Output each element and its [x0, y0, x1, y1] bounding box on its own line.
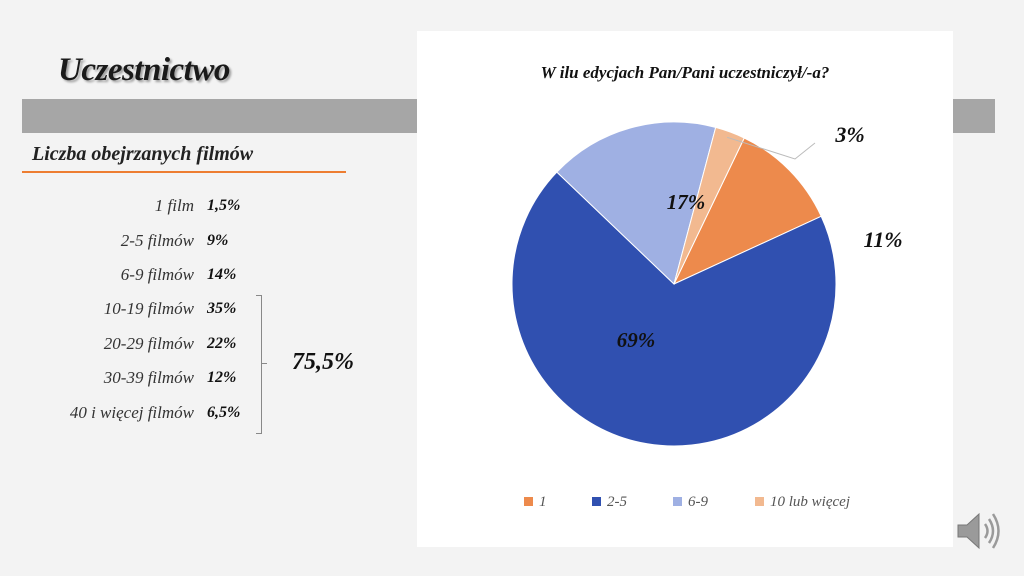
film-count-row: 1 film 1,5% [0, 196, 260, 222]
film-count-row: 10-19 filmów 35% [0, 299, 260, 325]
film-count-label: 1 film [154, 196, 194, 215]
film-count-row: 2-5 filmów 9% [0, 231, 260, 257]
pie-chart: 11% 69% 17% 3% 1 2-5 6-9 10 lub więcej [511, 121, 903, 510]
heading-underline [22, 171, 346, 173]
pie-data-label: 17% [667, 190, 706, 214]
film-count-value: 9% [207, 232, 229, 249]
legend-label: 6-9 [688, 494, 708, 510]
film-count-value: 1,5% [207, 197, 241, 214]
pie-data-label: 69% [617, 328, 656, 352]
film-count-row: 30-39 filmów 12% [0, 368, 260, 394]
film-count-label: 6-9 filmów [120, 265, 194, 284]
film-count-row: 20-29 filmów 22% [0, 334, 260, 360]
legend-label: 2-5 [607, 494, 627, 510]
film-count-label: 40 i więcej filmów [69, 403, 194, 422]
pie-slice [672, 137, 822, 286]
speaker-icon[interactable] [954, 508, 1004, 554]
legend-label: 1 [539, 494, 547, 510]
film-count-label: 10-19 filmów [103, 299, 194, 318]
film-count-value: 14% [207, 266, 237, 283]
film-count-value: 12% [207, 369, 237, 386]
leader-line [726, 136, 816, 160]
legend-swatch [673, 497, 682, 506]
film-count-label: 2-5 filmów [120, 231, 194, 250]
film-count-value: 6,5% [207, 404, 241, 421]
film-count-value: 22% [207, 335, 237, 352]
grouping-bracket-tick [261, 363, 267, 364]
pie-slice [556, 121, 717, 285]
section-heading: Liczba obejrzanych filmów [32, 143, 254, 165]
film-count-label: 20-29 filmów [103, 334, 194, 353]
legend-label: 10 lub więcej [770, 494, 850, 510]
slide-title: Uczestnictwo [58, 52, 230, 88]
legend-swatch [592, 497, 601, 506]
legend-swatch [755, 497, 764, 506]
pie-slice [511, 171, 837, 447]
pie-slice [673, 126, 745, 285]
film-count-row: 6-9 filmów 14% [0, 265, 260, 291]
chart-title: W ilu edycjach Pan/Pani uczestniczył/-a? [540, 63, 830, 82]
pie-data-label: 3% [834, 122, 864, 147]
film-count-row: 40 i więcej filmów 6,5% [0, 403, 260, 429]
legend-swatch [524, 497, 533, 506]
film-count-value: 35% [207, 300, 237, 317]
film-count-label: 30-39 filmów [103, 368, 194, 387]
grouped-sum: 75,5% [292, 349, 354, 375]
grouping-bracket [256, 295, 262, 434]
pie-data-label: 11% [863, 227, 902, 252]
pie-chart-panel: W ilu edycjach Pan/Pani uczestniczył/-a?… [417, 31, 953, 547]
